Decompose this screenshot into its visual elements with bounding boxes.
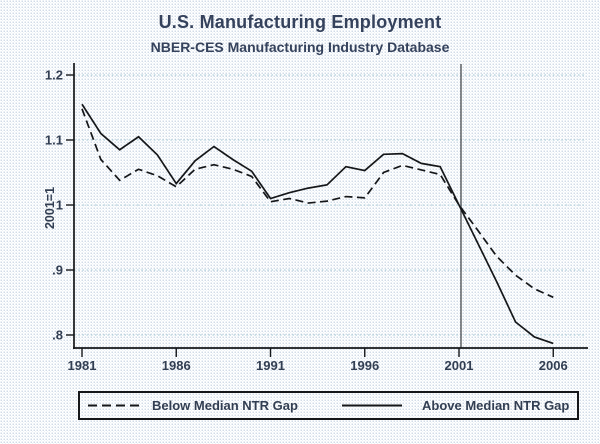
legend-label-above-median: Above Median NTR Gap [422, 398, 570, 413]
chart-title: U.S. Manufacturing Employment [158, 12, 442, 32]
x-tick-label: 1986 [162, 358, 191, 373]
dashed-line-sample [88, 404, 144, 407]
legend-label-below-median: Below Median NTR Gap [152, 398, 298, 413]
y-tick-label: 1 [56, 198, 63, 213]
x-tick-label: 1981 [68, 358, 97, 373]
series-below-median-line [81, 108, 554, 299]
x-tick-label: 2001 [445, 358, 474, 373]
x-tick-label: 1996 [350, 358, 379, 373]
chart-subtitle: NBER-CES Manufacturing Industry Database [150, 39, 450, 55]
legend: Below Median NTR Gap Above Median NTR Ga… [78, 391, 579, 420]
y-tick-label: 1.2 [45, 68, 63, 83]
x-tick-label: 2006 [539, 358, 568, 373]
y-tick-label: .9 [52, 263, 63, 278]
y-tick-label: 1.1 [45, 133, 63, 148]
y-tick-label: .8 [52, 328, 63, 343]
solid-line-sample [342, 404, 402, 407]
series-above-median-line [81, 103, 554, 345]
x-tick-label: 1991 [256, 358, 285, 373]
